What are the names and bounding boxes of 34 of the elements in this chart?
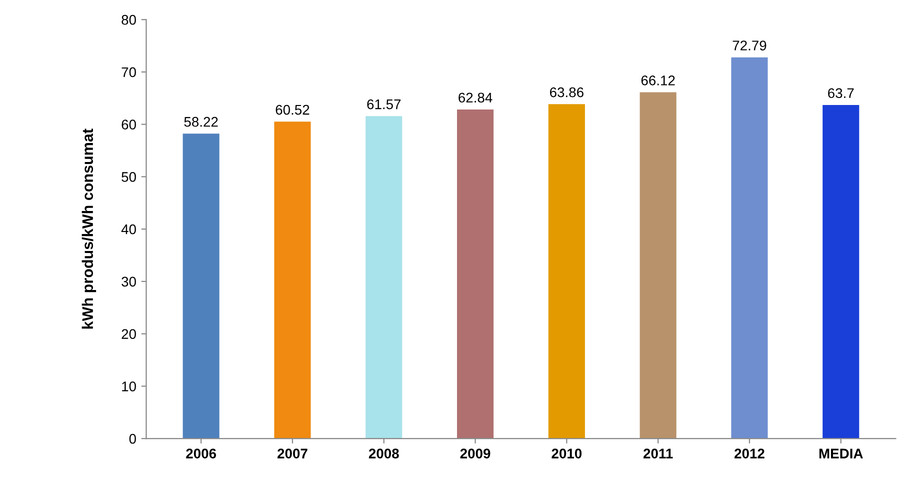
- data-label: 66.12: [641, 76, 675, 86]
- y-tick-label: 70: [122, 67, 136, 78]
- x-tick-label: 2009: [460, 448, 490, 458]
- bar: [274, 122, 311, 439]
- y-tick-label: 20: [122, 329, 136, 339]
- bar: [822, 104, 860, 439]
- data-label: 72.79: [732, 40, 766, 50]
- x-tick-label: MEDIA: [819, 448, 863, 458]
- y-tick-label: 40: [121, 224, 136, 234]
- bar: [182, 134, 220, 439]
- y-axis-title: kWh produs/kWh consumat: [82, 128, 96, 329]
- x-tick-label: 2007: [278, 448, 308, 458]
- y-tick-label: 60: [122, 120, 136, 130]
- bar: [548, 104, 585, 439]
- bar: [366, 116, 402, 439]
- x-tick-label: 2010: [552, 448, 582, 458]
- data-label: 62.84: [458, 92, 492, 103]
- data-label: 58.22: [184, 116, 218, 127]
- bar: [640, 92, 676, 439]
- bar: [457, 109, 494, 439]
- x-tick-label: 2008: [368, 448, 399, 458]
- x-tick-label: 2012: [734, 448, 764, 458]
- data-label: 61.57: [367, 99, 401, 110]
- x-tick-label: 2006: [186, 448, 216, 458]
- data-label: 63.7: [828, 88, 854, 98]
- y-tick-label: 10: [122, 382, 136, 392]
- x-tick-label: 2011: [643, 448, 673, 458]
- y-tick-label: 80: [122, 14, 136, 25]
- y-tick-label: 50: [122, 172, 136, 182]
- y-tick-label: 30: [122, 276, 136, 287]
- data-label: 63.86: [550, 87, 584, 98]
- y-tick-label: 0: [129, 434, 136, 444]
- data-label: 60.52: [276, 104, 310, 115]
- bar: [731, 57, 768, 439]
